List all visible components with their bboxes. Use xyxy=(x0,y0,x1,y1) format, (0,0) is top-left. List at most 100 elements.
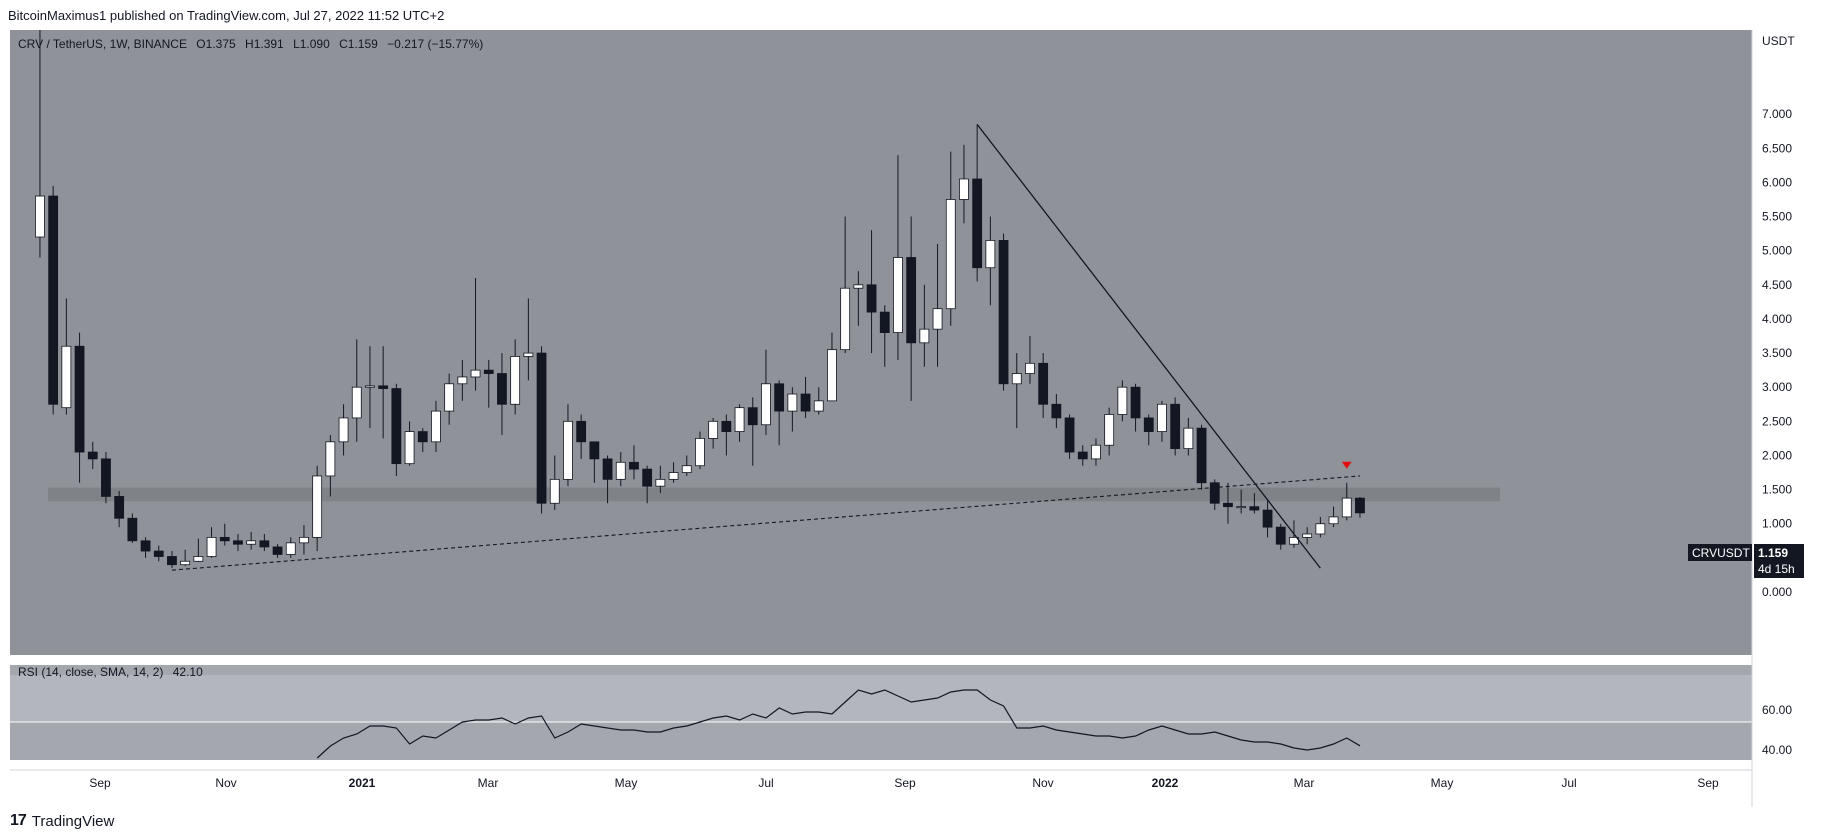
candle-down xyxy=(48,195,59,405)
candle-down xyxy=(602,458,613,480)
candle-up xyxy=(840,287,851,351)
candle-down xyxy=(1038,362,1049,405)
candle-down xyxy=(536,352,547,504)
candle-down xyxy=(483,369,494,374)
candle-down xyxy=(127,517,138,542)
candle-up xyxy=(615,461,626,480)
candle-down xyxy=(1170,403,1181,450)
candle-down xyxy=(774,383,785,412)
candle-down xyxy=(140,540,151,552)
candle-down xyxy=(629,461,639,470)
candle-up xyxy=(1091,444,1101,460)
candle-down xyxy=(589,441,600,460)
rsi-band-background xyxy=(10,675,1752,722)
candle-down xyxy=(747,407,758,426)
footer-brand: TradingView xyxy=(31,812,115,830)
candle-up xyxy=(1104,414,1115,446)
candle-down xyxy=(998,240,1009,385)
rsi-legend-label: RSI (14, close, SMA, 14, 2) xyxy=(18,665,163,679)
time-axis-label: Sep xyxy=(894,776,916,790)
legend-close-label: C xyxy=(339,37,348,51)
candle-down xyxy=(378,385,389,389)
candle-up xyxy=(787,393,798,412)
time-axis-label: Jul xyxy=(1561,776,1576,790)
price-tick-label: 2.000 xyxy=(1762,448,1792,462)
price-tick-label: 3.000 xyxy=(1762,380,1792,394)
candle-down xyxy=(1262,509,1273,528)
price-tick-label: 5.500 xyxy=(1762,210,1792,224)
legend-low: 1.090 xyxy=(300,37,330,51)
rsi-line xyxy=(316,689,1361,759)
candle-up xyxy=(523,352,534,357)
candle-up xyxy=(404,431,415,465)
price-tick-label: 5.000 xyxy=(1762,244,1792,258)
candle-up xyxy=(312,475,323,538)
bearish-marker-icon xyxy=(1341,461,1352,469)
candle-down xyxy=(906,257,917,344)
chart-area[interactable]: 7.000 6.500 6.000 5.500 5.000 4.500 4.000 3.500… xyxy=(0,30,1824,807)
candle-up xyxy=(285,542,296,555)
candle-up xyxy=(813,400,824,412)
candle-down xyxy=(1223,502,1233,508)
candle-up xyxy=(246,540,257,545)
candle-up xyxy=(932,308,943,330)
candle-up xyxy=(668,472,679,480)
price-tick-label: 0.000 xyxy=(1762,585,1792,599)
publisher-line: BitcoinMaximus1 published on TradingView… xyxy=(0,0,1824,30)
candle-down xyxy=(233,540,243,545)
candle-down xyxy=(1355,497,1365,514)
descending-trendline xyxy=(976,123,1321,569)
candle-up xyxy=(351,386,362,419)
candle-down xyxy=(74,345,85,453)
candle-up xyxy=(945,199,956,310)
price-axis-currency: USDT xyxy=(1762,34,1795,48)
time-axis-label: Jul xyxy=(758,776,773,790)
candle-up xyxy=(761,383,771,426)
candles-group xyxy=(35,30,1365,569)
candle-down xyxy=(497,373,507,405)
legend-low-label: L xyxy=(293,37,300,51)
price-tick-label: 4.000 xyxy=(1762,312,1792,326)
candle-up xyxy=(563,420,573,480)
candle-up xyxy=(827,349,837,402)
footer: 17 TradingView xyxy=(10,805,114,837)
candle-up xyxy=(457,376,468,385)
legend-symbol: CRV / TetherUS, 1W, BINANCE xyxy=(18,37,187,51)
rsi-tick-label: 60.00 xyxy=(1762,703,1792,717)
candle-up xyxy=(695,437,705,467)
candle-down xyxy=(259,540,270,548)
candle-down xyxy=(101,458,111,497)
price-tick-label: 1.500 xyxy=(1762,483,1792,497)
candle-down xyxy=(1143,417,1154,432)
price-tick-label: 3.500 xyxy=(1762,346,1792,360)
legend-open-label: O xyxy=(196,37,205,51)
price-tick-label: 7.000 xyxy=(1762,107,1792,121)
candle-up xyxy=(325,441,336,477)
candle-down xyxy=(800,393,811,412)
candle-down xyxy=(1249,506,1260,511)
candle-up xyxy=(708,420,719,439)
rsi-legend[interactable]: RSI (14, close, SMA, 14, 2) 42.10 xyxy=(18,665,203,679)
legend-high-label: H xyxy=(245,37,254,51)
candle-up xyxy=(1328,516,1339,525)
candle-down xyxy=(1130,386,1141,419)
last-price-tag: CRVUSDT 1.159 4d 15h xyxy=(1688,544,1804,578)
price-tick-label: 1.000 xyxy=(1762,517,1792,531)
legend-open: 1.375 xyxy=(206,37,236,51)
candle-down xyxy=(972,178,983,269)
rsi-legend-value: 42.10 xyxy=(173,665,203,679)
time-axis-label: May xyxy=(1431,776,1454,790)
candle-up xyxy=(444,383,455,412)
candle-up xyxy=(35,195,45,238)
candle-up xyxy=(193,556,204,562)
chart-legend[interactable]: CRV / TetherUS, 1W, BINANCE O1.375 H1.39… xyxy=(18,37,483,51)
candle-down xyxy=(219,536,230,542)
candle-up xyxy=(1183,427,1194,450)
time-axis-label: Sep xyxy=(89,776,111,790)
price-tag-countdown: 4d 15h xyxy=(1758,562,1795,576)
candle-down xyxy=(417,431,428,443)
candle-up xyxy=(1315,523,1326,535)
candle-up xyxy=(206,536,217,557)
candle-down xyxy=(1275,526,1286,545)
rsi-axis: 60.00 40.00 xyxy=(1762,703,1792,757)
